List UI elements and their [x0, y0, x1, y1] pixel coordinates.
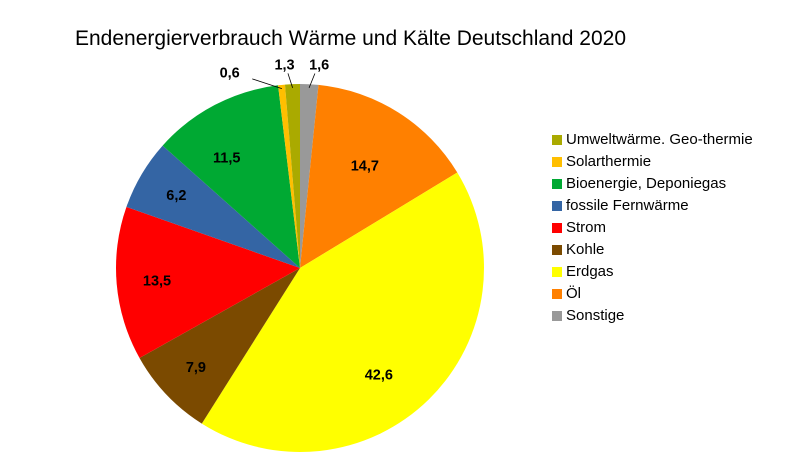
legend-item-solarthermie: Solarthermie [552, 153, 756, 171]
legend: Umweltwärme. Geo-thermie Solarthermie Bioe… [552, 131, 756, 329]
legend-label: Kohle [566, 241, 605, 258]
slice-label-strom: 13,5 [143, 273, 171, 289]
legend-label: Strom [566, 219, 607, 236]
pie-slices [116, 84, 484, 452]
legend-label: Solarthermie [566, 153, 652, 170]
pie-slice-öl [300, 84, 458, 268]
slice-label-erdgas: 42,6 [365, 367, 393, 383]
legend-label: fossile Fernwärme [566, 197, 689, 214]
pie-slice-kohle [139, 268, 300, 424]
legend-label: Umweltwärme. Geo-thermie [566, 131, 753, 148]
legend-item-umweltwärme-geo-thermie: Umweltwärme. Geo-thermie [552, 131, 756, 149]
legend-swatch [552, 135, 562, 145]
legend-swatch [552, 289, 562, 299]
slice-label-bioenergie-deponiegas: 11,5 [213, 151, 240, 167]
legend-swatch [552, 223, 562, 233]
pie-slice-solarthermie [278, 84, 300, 268]
legend-item-erdgas: Erdgas [552, 263, 756, 281]
legend-label: Erdgas [566, 263, 614, 280]
leader-line-solarthermie [252, 78, 283, 89]
slice-label-sonstige: 1,6 [309, 58, 329, 74]
slice-labels: 1,6 14,7 42,6 7,9 13,5 6,2 11,5 0,6 1,3 [143, 57, 393, 383]
legend-item-sonstige: Sonstige [552, 307, 756, 325]
pie-slice-bioenergie-deponiegas [162, 85, 300, 268]
chart-title: Endenergierverbrauch Wärme und Kälte Deu… [75, 27, 626, 50]
pie-slice-umweltwärme-geo-thermie [284, 84, 300, 268]
leader-line-sonstige [308, 73, 316, 89]
legend-label: Öl [566, 285, 581, 302]
legend-swatch [552, 245, 562, 255]
slice-label-umweltwärme-geo-thermie: 1,3 [274, 57, 294, 73]
legend-label: Bioenergie, Deponiegas [566, 175, 727, 192]
legend-swatch [552, 267, 562, 277]
legend-item-strom: Strom [552, 219, 756, 237]
legend-swatch [552, 179, 562, 189]
pie-slice-erdgas [201, 172, 484, 452]
legend-item-kohle: Kohle [552, 241, 756, 259]
slice-label-öl: 14,7 [351, 158, 379, 174]
legend-swatch [552, 157, 562, 167]
legend-item-bioenergie-deponiegas: Bioenergie, Deponiegas [552, 175, 756, 193]
legend-swatch [552, 201, 562, 211]
slice-label-fossile-fernwärme: 6,2 [166, 188, 186, 204]
legend-item-fossile-fernwärme: fossile Fernwärme [552, 197, 756, 215]
slice-label-kohle: 7,9 [186, 360, 206, 376]
leader-lines [252, 73, 316, 89]
legend-swatch [552, 311, 562, 321]
leader-line-umweltwärme-geo-thermie [287, 73, 294, 88]
pie-slice-sonstige [300, 84, 319, 268]
legend-label: Sonstige [566, 307, 625, 324]
pie-slice-strom [116, 206, 301, 358]
pie-slice-fossile-fernwärme [126, 145, 300, 268]
slice-label-solarthermie: 0,6 [220, 65, 240, 81]
legend-item-öl: Öl [552, 285, 756, 303]
